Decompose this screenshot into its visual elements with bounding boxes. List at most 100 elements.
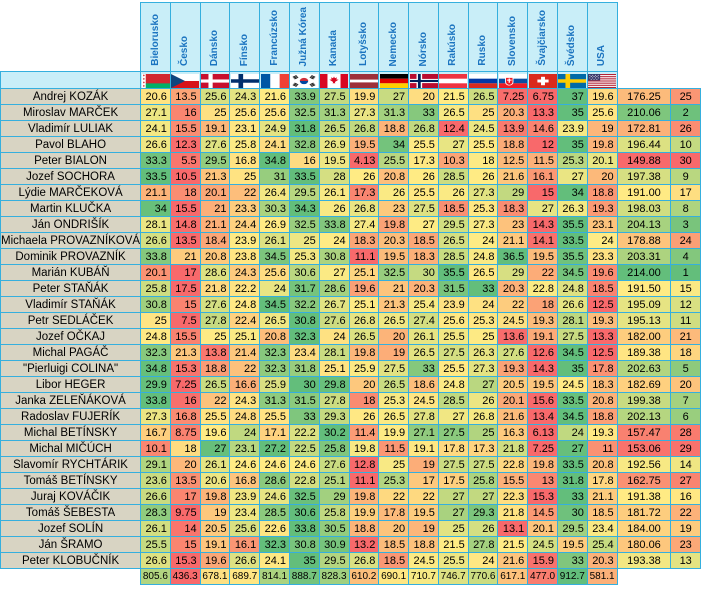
value-cell[interactable]: 21.3 — [169, 344, 201, 361]
value-cell[interactable]: 34.5 — [557, 408, 588, 425]
value-cell[interactable]: 25.9 — [348, 360, 380, 377]
value-cell[interactable]: 27.6 — [318, 312, 350, 329]
value-cell[interactable]: 17.8 — [586, 360, 618, 377]
value-cell[interactable]: 19.8 — [348, 488, 380, 505]
value-cell[interactable]: 25.1 — [348, 296, 380, 313]
value-cell[interactable]: 22 — [229, 360, 261, 377]
value-cell[interactable]: 22 — [497, 296, 529, 313]
value-cell[interactable]: 18.3 — [586, 376, 618, 393]
value-cell[interactable]: 25.8 — [229, 136, 261, 153]
value-cell[interactable]: 25.8 — [140, 280, 171, 297]
value-cell[interactable]: 27.5 — [437, 344, 469, 361]
value-cell[interactable]: 13.3 — [527, 104, 559, 121]
value-cell[interactable]: 26 — [348, 168, 380, 185]
value-cell[interactable]: 26.5 — [259, 312, 291, 329]
col-header-slovensko[interactable]: Slovensko — [497, 2, 529, 72]
value-cell[interactable]: 24.6 — [229, 456, 261, 473]
value-cell[interactable]: 24.5 — [408, 552, 439, 569]
value-cell[interactable]: 12.6 — [527, 344, 559, 361]
value-cell[interactable]: 27 — [378, 88, 410, 105]
value-cell[interactable]: 15 — [169, 296, 201, 313]
total-cell[interactable]: 197.38 — [616, 168, 672, 185]
column-sum-cell[interactable]: 690.1 — [378, 568, 410, 585]
athlete-name[interactable]: Jozef OČKAJ — [0, 328, 142, 345]
value-cell[interactable]: 25.3 — [289, 248, 320, 265]
total-cell[interactable]: 214.00 — [616, 264, 672, 281]
value-cell[interactable]: 23.9 — [437, 296, 469, 313]
value-cell[interactable]: 18.8 — [586, 408, 618, 425]
value-cell[interactable]: 22.4 — [229, 312, 261, 329]
value-cell[interactable]: 33 — [408, 104, 439, 121]
value-cell[interactable]: 22.2 — [289, 424, 320, 441]
athlete-name[interactable]: Vladimír STAŇÁK — [0, 296, 142, 313]
value-cell[interactable]: 17.3 — [408, 152, 439, 169]
value-cell[interactable]: 16.3 — [497, 424, 529, 441]
value-cell[interactable]: 33.5 — [557, 456, 588, 473]
value-cell[interactable]: 28.1 — [557, 312, 588, 329]
value-cell[interactable]: 13.8 — [199, 344, 231, 361]
value-cell[interactable]: 34.8 — [259, 152, 291, 169]
value-cell[interactable]: 31.3 — [318, 104, 350, 121]
value-cell[interactable]: 17.8 — [586, 472, 618, 489]
col-header-nemecko[interactable]: Nemecko — [378, 2, 410, 72]
value-cell[interactable]: 28.1 — [140, 216, 171, 233]
value-cell[interactable]: 24.3 — [229, 264, 261, 281]
value-cell[interactable]: 25 — [378, 456, 410, 473]
total-cell[interactable]: 181.72 — [616, 504, 672, 521]
value-cell[interactable]: 18 — [169, 184, 201, 201]
value-cell[interactable]: 19 — [199, 504, 231, 521]
rank-cell[interactable]: 24 — [670, 232, 701, 249]
value-cell[interactable]: 29.5 — [289, 184, 320, 201]
athlete-name[interactable]: Petr SEDLÁČEK — [0, 312, 142, 329]
value-cell[interactable]: 26 — [437, 184, 469, 201]
value-cell[interactable]: 27.6 — [199, 296, 231, 313]
value-cell[interactable]: 25.3 — [378, 392, 410, 409]
value-cell[interactable]: 33.5 — [140, 168, 171, 185]
value-cell[interactable]: 19.8 — [586, 136, 618, 153]
value-cell[interactable]: 20.3 — [408, 280, 439, 297]
value-cell[interactable]: 27 — [408, 216, 439, 233]
athlete-name[interactable]: Miroslav MARČEK — [0, 104, 142, 121]
value-cell[interactable]: 24 — [467, 296, 499, 313]
value-cell[interactable]: 18.5 — [586, 280, 618, 297]
value-cell[interactable]: 26.3 — [467, 344, 499, 361]
value-cell[interactable]: 19.9 — [378, 424, 410, 441]
value-cell[interactable]: 29.8 — [318, 376, 350, 393]
value-cell[interactable]: 26.6 — [229, 552, 261, 569]
value-cell[interactable]: 24 — [467, 232, 499, 249]
col-header-svajciarsko[interactable]: Švajčiarsko — [527, 2, 559, 72]
value-cell[interactable]: 13.6 — [497, 328, 529, 345]
value-cell[interactable]: 25 — [229, 168, 261, 185]
value-cell[interactable]: 18.6 — [408, 376, 439, 393]
flag-cell-dansko[interactable] — [199, 71, 231, 89]
value-cell[interactable]: 30.8 — [318, 248, 350, 265]
value-cell[interactable]: 18.8 — [408, 536, 439, 553]
value-cell[interactable]: 15.3 — [527, 488, 559, 505]
value-cell[interactable]: 27.8 — [199, 312, 231, 329]
value-cell[interactable]: 18.5 — [408, 232, 439, 249]
value-cell[interactable]: 35 — [557, 104, 588, 121]
athlete-name[interactable]: Marián KUBÁŇ — [0, 264, 142, 281]
value-cell[interactable]: 22.3 — [497, 488, 529, 505]
value-cell[interactable]: 23.9 — [557, 120, 588, 137]
column-sum-cell[interactable]: 678.1 — [199, 568, 231, 585]
column-sum-cell[interactable]: 814.1 — [259, 568, 291, 585]
value-cell[interactable]: 16 — [169, 104, 201, 121]
column-sum-cell[interactable]: 710.7 — [408, 568, 439, 585]
value-cell[interactable]: 28.5 — [437, 392, 469, 409]
value-cell[interactable]: 17.8 — [437, 440, 469, 457]
column-sum-cell[interactable]: 805.6 — [140, 568, 171, 585]
value-cell[interactable]: 19.6 — [586, 88, 618, 105]
flag-cell-cesko[interactable] — [169, 71, 201, 89]
value-cell[interactable]: 6.13 — [527, 424, 559, 441]
value-cell[interactable]: 31.7 — [289, 280, 320, 297]
rank-cell[interactable]: 9 — [670, 168, 701, 185]
value-cell[interactable]: 26.5 — [378, 408, 410, 425]
value-cell[interactable]: 24.5 — [557, 376, 588, 393]
value-cell[interactable]: 18.8 — [497, 136, 529, 153]
rank-cell[interactable]: 27 — [670, 472, 701, 489]
value-cell[interactable]: 12.5 — [586, 296, 618, 313]
value-cell[interactable]: 25.3 — [467, 312, 499, 329]
value-cell[interactable]: 19.5 — [348, 136, 380, 153]
value-cell[interactable]: 33.8 — [318, 216, 350, 233]
